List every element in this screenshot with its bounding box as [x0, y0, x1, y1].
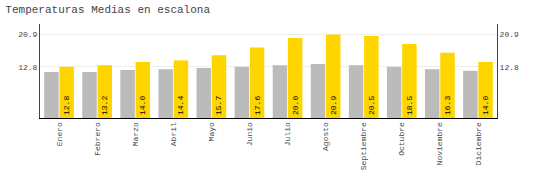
svg-text:20.9: 20.9	[18, 30, 37, 39]
svg-text:Septiembre: Septiembre	[359, 122, 368, 170]
svg-text:12.8: 12.8	[62, 96, 71, 115]
svg-text:Agosto: Agosto	[321, 122, 330, 151]
svg-text:Julio: Julio	[283, 122, 292, 146]
svg-text:Enero: Enero	[55, 122, 64, 146]
svg-text:14.0: 14.0	[138, 96, 147, 115]
svg-text:20.9: 20.9	[500, 30, 519, 39]
svg-text:Febrero: Febrero	[93, 122, 102, 156]
svg-text:Junio: Junio	[245, 122, 254, 146]
svg-text:Marzo: Marzo	[131, 122, 140, 146]
svg-text:Noviembre: Noviembre	[435, 122, 444, 165]
svg-text:20.9: 20.9	[329, 96, 338, 115]
svg-text:Diciembre: Diciembre	[474, 122, 483, 165]
svg-text:16.3: 16.3	[443, 96, 452, 115]
svg-text:14.0: 14.0	[481, 96, 490, 115]
svg-text:18.5: 18.5	[405, 96, 414, 115]
svg-text:17.6: 17.6	[253, 96, 262, 115]
svg-text:12.8: 12.8	[500, 63, 519, 72]
svg-text:Octubre: Octubre	[397, 122, 406, 156]
svg-text:20.0: 20.0	[291, 96, 300, 115]
svg-text:Temperaturas Medias en escalon: Temperaturas Medias en escalona	[5, 4, 210, 16]
svg-text:12.8: 12.8	[18, 63, 37, 72]
svg-text:Mayo: Mayo	[207, 122, 216, 141]
svg-text:13.2: 13.2	[100, 96, 109, 115]
svg-text:Abril: Abril	[169, 122, 178, 146]
svg-text:20.5: 20.5	[367, 96, 376, 115]
svg-text:14.4: 14.4	[176, 96, 185, 115]
svg-text:15.7: 15.7	[214, 96, 223, 115]
